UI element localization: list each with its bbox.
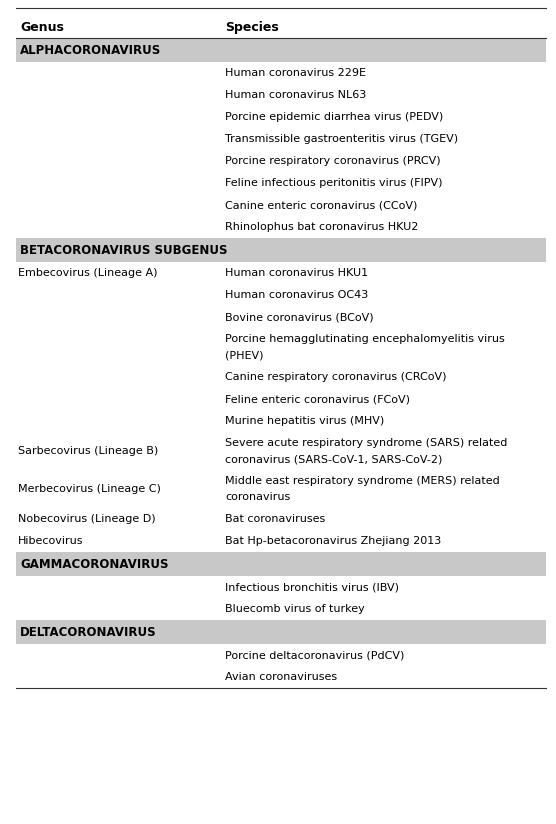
Text: coronavirus: coronavirus	[225, 493, 290, 503]
Text: Middle east respiratory syndrome (MERS) related: Middle east respiratory syndrome (MERS) …	[225, 476, 500, 486]
Text: Canine enteric coronavirus (CCoV): Canine enteric coronavirus (CCoV)	[225, 200, 418, 210]
Text: Human coronavirus 229E: Human coronavirus 229E	[225, 68, 366, 78]
Text: Avian coronaviruses: Avian coronaviruses	[225, 672, 337, 682]
Text: Embecovirus (Lineage A): Embecovirus (Lineage A)	[18, 268, 157, 278]
Text: BETACORONAVIRUS SUBGENUS: BETACORONAVIRUS SUBGENUS	[20, 244, 227, 256]
Text: Feline infectious peritonitis virus (FIPV): Feline infectious peritonitis virus (FIP…	[225, 178, 443, 188]
Text: Feline enteric coronavirus (FCoV): Feline enteric coronavirus (FCoV)	[225, 394, 410, 404]
Text: Porcine respiratory coronavirus (PRCV): Porcine respiratory coronavirus (PRCV)	[225, 156, 440, 166]
Text: Bat coronaviruses: Bat coronaviruses	[225, 514, 325, 524]
Bar	[16, 552, 546, 576]
Text: Infectious bronchitis virus (IBV): Infectious bronchitis virus (IBV)	[225, 582, 399, 592]
Text: Porcine hemagglutinating encephalomyelitis virus: Porcine hemagglutinating encephalomyelit…	[225, 335, 505, 344]
Text: Porcine deltacoronavirus (PdCV): Porcine deltacoronavirus (PdCV)	[225, 650, 404, 660]
Text: Sarbecovirus (Lineage B): Sarbecovirus (Lineage B)	[18, 446, 158, 456]
Text: Porcine epidemic diarrhea virus (PEDV): Porcine epidemic diarrhea virus (PEDV)	[225, 112, 443, 122]
Bar	[16, 238, 546, 262]
Text: Bovine coronavirus (BCoV): Bovine coronavirus (BCoV)	[225, 312, 374, 322]
Text: Bluecomb virus of turkey: Bluecomb virus of turkey	[225, 604, 365, 614]
Text: Canine respiratory coronavirus (CRCoV): Canine respiratory coronavirus (CRCoV)	[225, 372, 446, 382]
Text: Hibecovirus: Hibecovirus	[18, 536, 83, 546]
Bar	[16, 38, 546, 62]
Text: Nobecovirus (Lineage D): Nobecovirus (Lineage D)	[18, 514, 156, 524]
Text: ALPHACORONAVIRUS: ALPHACORONAVIRUS	[20, 44, 161, 57]
Text: Rhinolophus bat coronavirus HKU2: Rhinolophus bat coronavirus HKU2	[225, 222, 418, 232]
Text: Genus: Genus	[20, 21, 64, 34]
Text: Human coronavirus NL63: Human coronavirus NL63	[225, 90, 366, 100]
Text: Bat Hp-betacoronavirus Zhejiang 2013: Bat Hp-betacoronavirus Zhejiang 2013	[225, 536, 441, 546]
Text: Murine hepatitis virus (MHV): Murine hepatitis virus (MHV)	[225, 416, 384, 426]
Text: coronavirus (SARS-CoV-1, SARS-CoV-2): coronavirus (SARS-CoV-1, SARS-CoV-2)	[225, 454, 443, 465]
Text: Merbecovirus (Lineage C): Merbecovirus (Lineage C)	[18, 484, 161, 494]
Text: (PHEV): (PHEV)	[225, 350, 264, 360]
Text: GAMMACORONAVIRUS: GAMMACORONAVIRUS	[20, 558, 168, 570]
Text: Species: Species	[225, 21, 279, 34]
Text: Human coronavirus OC43: Human coronavirus OC43	[225, 290, 368, 300]
Bar	[16, 620, 546, 644]
Text: DELTACORONAVIRUS: DELTACORONAVIRUS	[20, 625, 157, 639]
Text: Transmissible gastroenteritis virus (TGEV): Transmissible gastroenteritis virus (TGE…	[225, 134, 458, 144]
Text: Human coronavirus HKU1: Human coronavirus HKU1	[225, 268, 368, 278]
Text: Severe acute respiratory syndrome (SARS) related: Severe acute respiratory syndrome (SARS)…	[225, 438, 508, 448]
